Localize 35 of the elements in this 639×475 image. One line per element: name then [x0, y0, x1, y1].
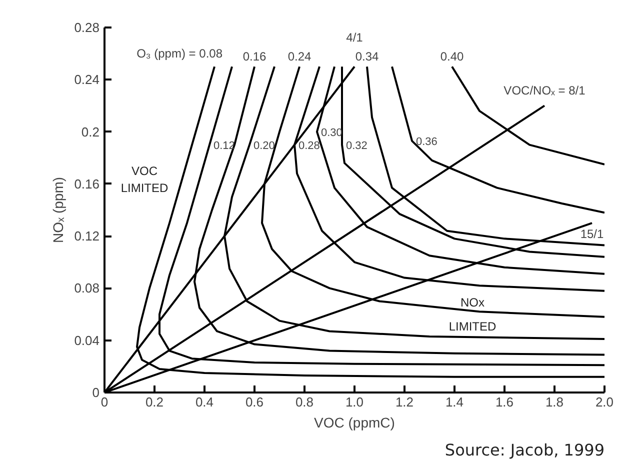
x-tick-label: 1.2 [395, 394, 414, 410]
annotation: 0.20 [254, 140, 275, 152]
annotation: NOx LIMITED [448, 296, 497, 334]
annotation: 0.32 [346, 140, 368, 152]
y-tick-label: 0.2 [81, 124, 100, 140]
annotation: VOC/NOₓ = 8/1 [504, 84, 586, 98]
y-tick-label: 0.04 [74, 332, 100, 348]
y-tick-label: 0.24 [74, 72, 100, 88]
x-tick-label: 1.0 [345, 394, 364, 410]
x-tick-label: 1.6 [495, 394, 514, 410]
x-tick-label: 2.0 [595, 394, 614, 410]
x-tick-label: 0.2 [145, 394, 164, 410]
x-tick-label: 1.8 [545, 394, 564, 410]
x-tick-label: 0.4 [195, 394, 214, 410]
annotation: O₃ (ppm) = 0.08 [136, 46, 223, 61]
annotation: 15/1 [580, 227, 604, 242]
annotation: 0.28 [298, 140, 320, 152]
x-tick-label: 0.6 [245, 394, 264, 410]
annotation: 0.24 [288, 50, 312, 64]
y-tick-label: 0.08 [74, 280, 100, 296]
x-tick-label: 1.4 [445, 394, 464, 410]
y-axis-title: NOₓ (ppm) [50, 176, 66, 244]
x-axis-title: VOC (ppmC) [314, 414, 395, 430]
annotation: VOC LIMITED [120, 164, 169, 195]
annotation: 0.40 [440, 50, 464, 64]
y-tick-label: 0.12 [74, 228, 100, 244]
y-tick-label: 0 [92, 385, 100, 400]
source-note: Source: Jacob, 1999 [444, 440, 605, 460]
annotation: 4/1 [346, 30, 364, 45]
x-tick-label: 0.8 [295, 394, 314, 410]
annotation: 0.16 [242, 50, 267, 64]
y-tick-label: 0.28 [74, 20, 100, 35]
annotation: 0.36 [416, 136, 438, 148]
annotation: 0.34 [355, 50, 380, 64]
y-tick-label: 0.16 [74, 176, 100, 192]
